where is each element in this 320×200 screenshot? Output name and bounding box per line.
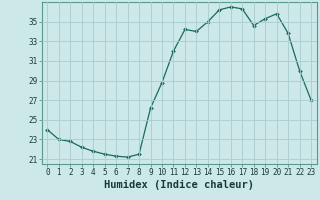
X-axis label: Humidex (Indice chaleur): Humidex (Indice chaleur) — [104, 180, 254, 190]
